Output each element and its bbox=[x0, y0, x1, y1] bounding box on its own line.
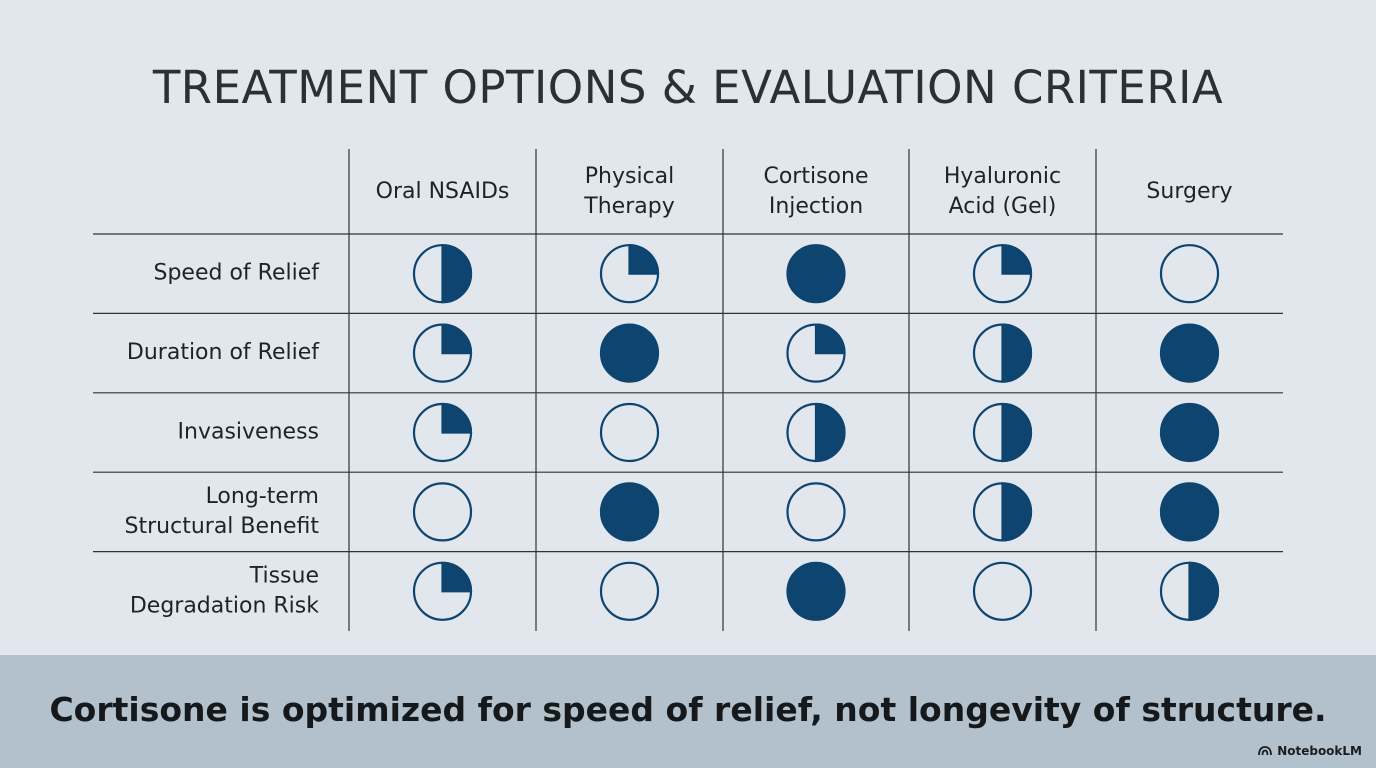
harvey-ball-fill bbox=[1001, 482, 1033, 542]
harvey-ball-fill bbox=[1001, 402, 1033, 463]
harvey-ball-fill bbox=[441, 402, 473, 434]
harvey-ball-fill bbox=[441, 323, 473, 355]
takeaway-text: Cortisone is optimized for speed of reli… bbox=[49, 690, 1327, 729]
harvey-ball bbox=[599, 244, 660, 304]
harvey-ball bbox=[786, 402, 846, 463]
row-header: Long-term Structural Benefit bbox=[125, 484, 320, 539]
harvey-ball-outline bbox=[412, 482, 473, 542]
harvey-ball bbox=[1159, 323, 1220, 383]
harvey-ball-outline bbox=[786, 244, 846, 304]
row-header: Invasiveness bbox=[178, 420, 319, 445]
harvey-ball-fill bbox=[1188, 561, 1220, 621]
harvey-ball-outline bbox=[599, 561, 660, 621]
harvey-ball-outline bbox=[972, 561, 1033, 621]
harvey-ball bbox=[1159, 561, 1220, 621]
harvey-ball-outline bbox=[786, 561, 846, 621]
harvey-ball-outline bbox=[1159, 402, 1220, 463]
harvey-ball-matrix: Oral NSAIDs Physical Therapy Cortisone Injec… bbox=[93, 149, 1283, 631]
harvey-ball bbox=[786, 561, 846, 621]
harvey-ball-fill bbox=[1001, 244, 1033, 275]
harvey-ball-outline bbox=[1159, 323, 1220, 383]
harvey-ball bbox=[972, 402, 1033, 463]
harvey-ball bbox=[972, 561, 1033, 621]
row-header: Speed of Relief bbox=[154, 261, 321, 286]
notebooklm-logo-icon bbox=[1258, 746, 1273, 756]
row-header: Duration of Relief bbox=[127, 340, 320, 365]
harvey-ball-fill bbox=[1001, 323, 1033, 383]
harvey-ball bbox=[412, 482, 473, 542]
takeaway-banner: Cortisone is optimized for speed of reli… bbox=[0, 655, 1376, 768]
harvey-ball-outline bbox=[599, 323, 660, 383]
harvey-ball-outline bbox=[786, 482, 846, 542]
harvey-ball-fill bbox=[441, 561, 473, 593]
harvey-ball bbox=[1159, 482, 1220, 542]
column-header: Hyaluronic Acid (Gel) bbox=[944, 164, 1061, 219]
harvey-ball bbox=[412, 561, 473, 621]
harvey-ball-fill bbox=[814, 402, 846, 463]
harvey-ball bbox=[972, 323, 1033, 383]
harvey-ball-fill bbox=[441, 244, 473, 304]
brand-watermark: NotebookLM bbox=[1258, 744, 1362, 758]
harvey-ball bbox=[786, 323, 846, 383]
harvey-ball bbox=[599, 482, 660, 542]
column-header: Cortisone Injection bbox=[763, 164, 868, 219]
harvey-ball-fill bbox=[628, 244, 660, 275]
harvey-ball bbox=[599, 561, 660, 621]
brand-label: NotebookLM bbox=[1277, 744, 1362, 758]
harvey-ball-fill bbox=[814, 323, 846, 355]
harvey-ball-outline bbox=[599, 402, 660, 463]
harvey-ball bbox=[599, 323, 660, 383]
harvey-ball bbox=[1159, 244, 1220, 304]
harvey-ball-outline bbox=[1159, 482, 1220, 542]
harvey-ball bbox=[599, 402, 660, 463]
page-title: TREATMENT OPTIONS & EVALUATION CRITERIA bbox=[152, 61, 1224, 114]
column-header: Surgery bbox=[1146, 179, 1232, 204]
harvey-ball-outline bbox=[599, 482, 660, 542]
harvey-ball-outline bbox=[1159, 244, 1220, 304]
harvey-ball bbox=[972, 482, 1033, 542]
harvey-ball bbox=[412, 323, 473, 383]
column-header: Oral NSAIDs bbox=[376, 179, 510, 204]
harvey-ball bbox=[412, 244, 473, 304]
harvey-ball bbox=[786, 244, 846, 304]
row-header: Tissue Degradation Risk bbox=[130, 563, 319, 618]
harvey-ball bbox=[412, 402, 473, 463]
harvey-ball bbox=[972, 244, 1033, 304]
column-header: Physical Therapy bbox=[583, 164, 674, 219]
harvey-ball bbox=[786, 482, 846, 542]
harvey-ball bbox=[1159, 402, 1220, 463]
